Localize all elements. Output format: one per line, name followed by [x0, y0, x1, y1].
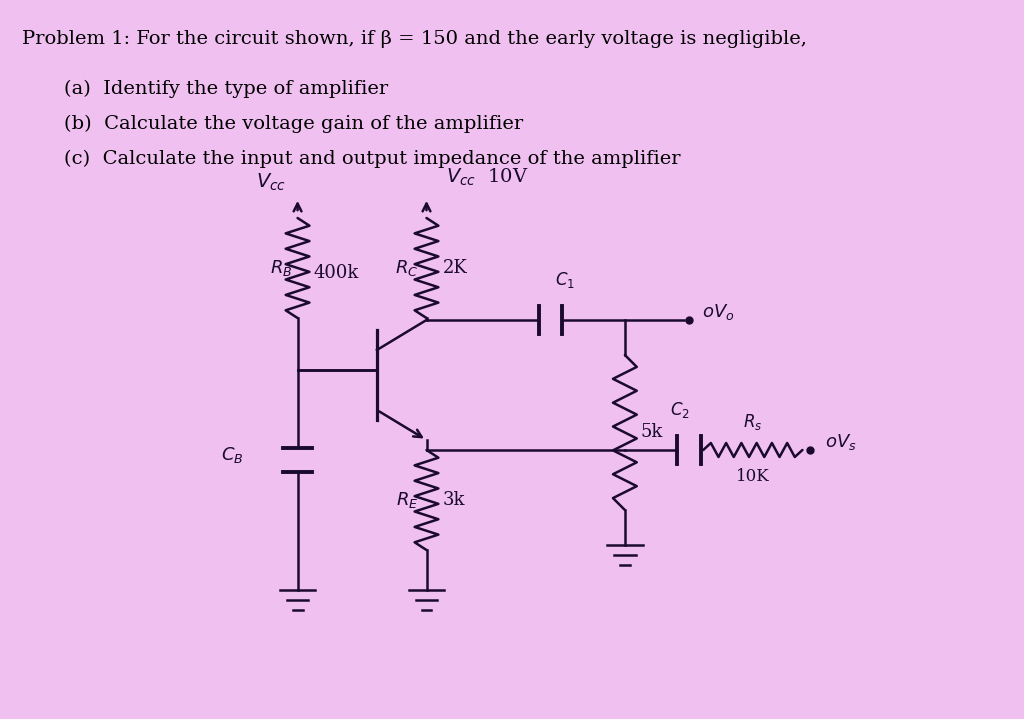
Text: $C_B$: $C_B$	[220, 445, 243, 465]
Text: $C_2$: $C_2$	[670, 400, 689, 420]
Text: Problem 1: For the circuit shown, if β = 150 and the early voltage is negligible: Problem 1: For the circuit shown, if β =…	[22, 30, 807, 48]
Text: $C_1$: $C_1$	[555, 270, 575, 290]
Text: $R_C$: $R_C$	[395, 258, 419, 278]
Text: 3k: 3k	[442, 491, 465, 509]
Text: $oV_s$: $oV_s$	[825, 432, 857, 452]
Text: (b)  Calculate the voltage gain of the amplifier: (b) Calculate the voltage gain of the am…	[65, 115, 523, 133]
Text: $V_{cc}$  10V: $V_{cc}$ 10V	[446, 167, 528, 188]
Text: (c)  Calculate the input and output impedance of the amplifier: (c) Calculate the input and output imped…	[65, 150, 681, 168]
Text: (a)  Identify the type of amplifier: (a) Identify the type of amplifier	[65, 80, 388, 99]
Text: 5k: 5k	[641, 423, 664, 441]
Text: $oV_o$: $oV_o$	[702, 302, 734, 322]
Text: $R_s$: $R_s$	[743, 412, 763, 432]
Text: 2K: 2K	[442, 259, 467, 277]
Text: $R_B$: $R_B$	[270, 258, 293, 278]
Text: 400k: 400k	[313, 264, 358, 282]
Text: $R_E$: $R_E$	[396, 490, 419, 510]
Text: 10K: 10K	[736, 468, 770, 485]
Text: $V_{cc}$: $V_{cc}$	[256, 172, 286, 193]
